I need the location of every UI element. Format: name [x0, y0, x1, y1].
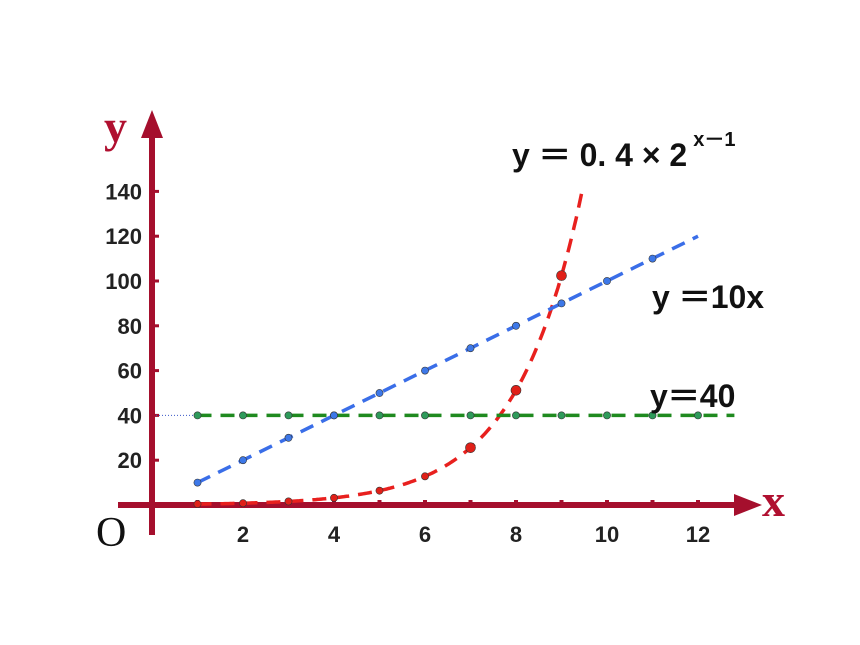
x-tick-label: 10: [595, 522, 619, 547]
constant-point: [375, 411, 384, 420]
x-tick-label: 12: [686, 522, 710, 547]
exponential-point: [465, 442, 476, 453]
exponential-curve: [197, 184, 586, 506]
linear-point: [648, 254, 657, 263]
linear-point: [421, 366, 429, 375]
x-tick-label: 8: [510, 522, 522, 547]
linear-point: [193, 478, 202, 487]
y-tick-label: 120: [105, 224, 142, 249]
linear-point: [557, 299, 566, 308]
constant-point: [648, 411, 657, 420]
y-tick-label: 60: [118, 359, 142, 384]
constant-point: [284, 411, 293, 420]
linear-point: [284, 433, 293, 442]
constant-point: [512, 411, 520, 420]
axes: [118, 110, 762, 535]
constant-point: [466, 411, 475, 420]
constant-point: [193, 411, 202, 420]
exponential-point: [375, 486, 384, 495]
linear-point: [512, 321, 520, 330]
exponential-point: [330, 493, 338, 502]
x-axis-arrow: [734, 494, 762, 516]
x-axis-label: x: [762, 475, 785, 526]
x-tick-label: 4: [328, 522, 341, 547]
y-tick-label: 140: [105, 179, 142, 204]
exponential-point: [239, 499, 247, 508]
exponential-equation-label: y ＝ 0. 4 × 2 x－1: [512, 129, 735, 173]
y-axis-arrow: [141, 110, 163, 138]
linear-point: [330, 411, 338, 420]
y-axis-label: y: [104, 101, 127, 152]
exponential-point: [421, 472, 429, 481]
linear-line: [196, 234, 699, 485]
exponential-point: [193, 500, 202, 509]
exponential-point: [284, 497, 293, 506]
linear-point: [466, 344, 475, 353]
linear-equation-main: y ＝10x: [652, 279, 764, 315]
y-tick-label: 80: [118, 314, 142, 339]
constant-point: [239, 411, 247, 420]
constant-point: [421, 411, 429, 420]
y-tick-label: 100: [105, 269, 142, 294]
points: [193, 254, 702, 509]
exponential-equation-main: y ＝ 0. 4 × 2: [512, 137, 687, 173]
linear-point: [239, 456, 247, 465]
linear-point: [603, 277, 611, 285]
constant-equation-label: y＝40: [650, 378, 735, 414]
ticks: 2 4 6 8 10 12 20 40 60 80 100 120 140: [105, 179, 710, 547]
origin-label: O: [96, 510, 126, 556]
x-tick-label: 2: [237, 522, 249, 547]
y-tick-label: 20: [118, 448, 142, 473]
constant-equation-main: y＝40: [650, 378, 735, 414]
curves: [156, 184, 735, 506]
x-tick-label: 6: [419, 522, 431, 547]
linear-equation-label: y ＝10x: [652, 279, 764, 315]
exponential-point: [556, 270, 567, 281]
exponential-point: [510, 385, 522, 396]
exponential-equation-exponent: x－1: [693, 129, 735, 151]
labels: x y O y ＝ 0. 4 × 2 x－1 y ＝10x y＝40: [96, 101, 785, 556]
constant-point: [603, 411, 611, 420]
linear-point: [375, 389, 384, 397]
constant-point: [557, 411, 566, 420]
y-tick-label: 40: [118, 403, 142, 428]
constant-point: [694, 411, 702, 420]
